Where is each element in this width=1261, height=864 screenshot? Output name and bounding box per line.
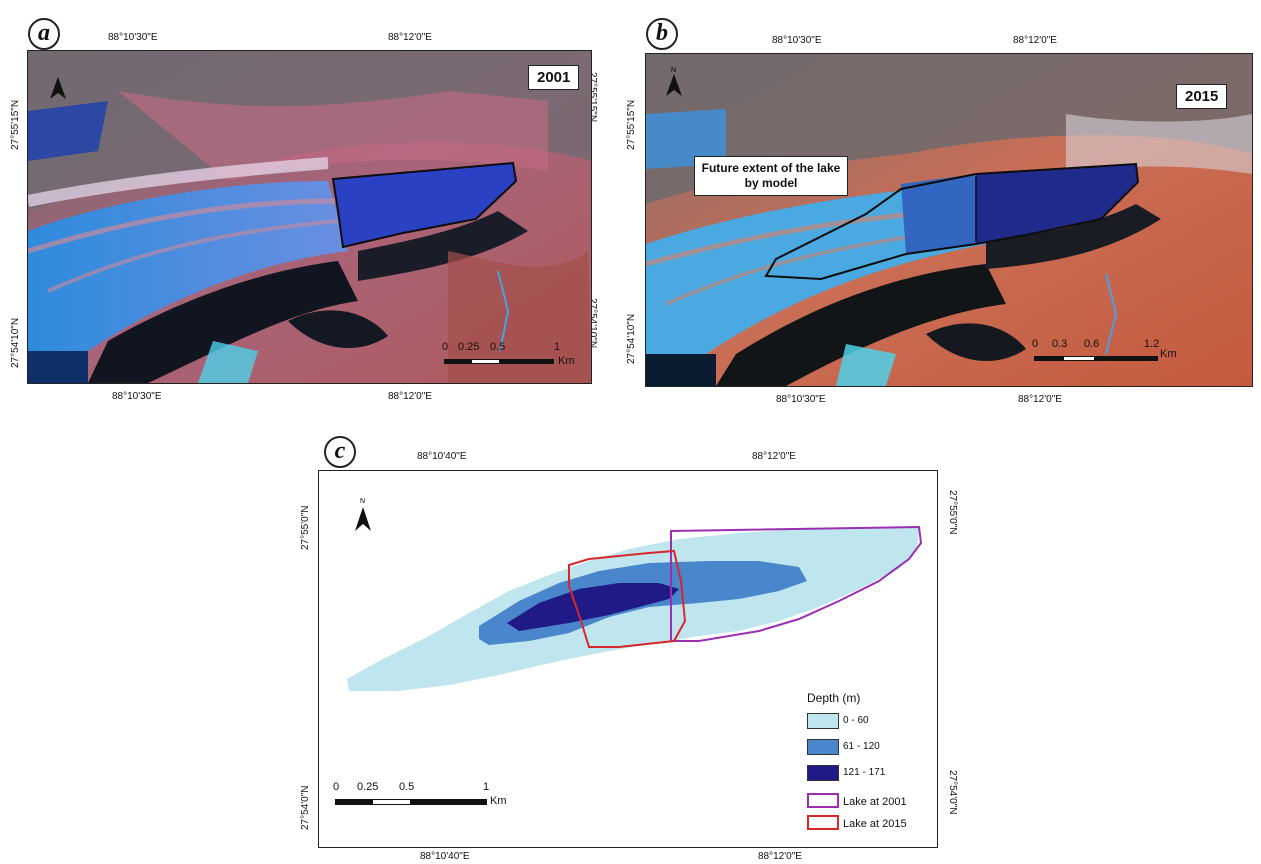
- legend-outline-2015: [807, 815, 839, 830]
- lake-2001-outline: [331, 161, 518, 249]
- panel-b-top-lon-1: 88°10'30"E: [772, 35, 822, 46]
- panel-b-letter: b: [646, 18, 678, 50]
- panel-a-satellite-map: 2001 0 0.25 0.5 1 Km: [27, 50, 592, 384]
- legend-label-2001: Lake at 2001: [843, 796, 907, 808]
- lake-2001-boundary: [670, 525, 923, 642]
- scale-c-unit: Km: [490, 795, 507, 807]
- panel-b-bottom-lon-2: 88°12'0"E: [1018, 394, 1062, 405]
- panel-a-scale-bar: 0 0.25 0.5 1 Km: [442, 341, 582, 371]
- north-arrow-icon: N: [666, 67, 682, 96]
- legend-swatch-121-171: [807, 765, 839, 781]
- north-arrow-icon: [50, 77, 66, 99]
- panel-b-left-lat-1: 27°55'15"N: [626, 99, 637, 150]
- panel-a-top-lon-2: 88°12'0"E: [388, 32, 432, 43]
- panel-a-imagery: [28, 51, 591, 383]
- panel-b-satellite-map: N 2015 Future extent of the lake by mode…: [645, 53, 1253, 387]
- legend-label-61-120: 61 - 120: [843, 741, 880, 752]
- scale-a-tick-2: 0.5: [490, 341, 506, 353]
- panel-c-right-lat-1: 27°55'0"N: [947, 490, 958, 535]
- scale-b-tick-1: 0.3: [1052, 338, 1068, 350]
- legend-label-0-60: 0 - 60: [843, 715, 869, 726]
- scale-b-bar: [1034, 356, 1158, 361]
- panel-c-depth-model: [347, 525, 923, 691]
- panel-c-depth-map: N Depth (m) 0 - 60 61 - 120 121 - 171 La…: [318, 470, 938, 848]
- panel-b-north-arrow: N: [664, 64, 684, 103]
- scale-a-tick-3: 1: [554, 341, 561, 353]
- panel-b-left-lat-2: 27°54'10"N: [626, 313, 637, 364]
- scale-a-bar: [444, 359, 554, 364]
- scale-a-tick-1: 0.25: [458, 341, 480, 353]
- panel-c-left-lat-1: 27°55'0"N: [300, 505, 311, 551]
- scale-c-tick-0: 0: [333, 781, 340, 793]
- legend-outline-2001: [807, 793, 839, 808]
- panel-a-bottom-lon-1: 88°10'30"E: [112, 391, 162, 402]
- panel-c-bottom-lon-2: 88°12'0"E: [758, 851, 802, 862]
- panel-a-bottom-lon-2: 88°12'0"E: [388, 391, 432, 402]
- depth-class-121-171: [507, 583, 679, 631]
- panel-a-letter: a: [28, 18, 60, 50]
- future-lake-outline: [764, 162, 1140, 281]
- north-arrow-icon: N: [355, 498, 371, 531]
- panel-b-year-label: 2015: [1176, 84, 1228, 109]
- scale-b-unit: Km: [1160, 348, 1177, 360]
- scale-a-unit: Km: [558, 355, 575, 367]
- lake-2015-boundary: [568, 549, 687, 648]
- scale-b-tick-2: 0.6: [1084, 338, 1100, 350]
- legend-swatch-0-60: [807, 713, 839, 729]
- panel-b-annotation: Future extent of the lake by model: [694, 156, 848, 196]
- panel-b-imagery: [646, 54, 1252, 386]
- scale-b-tick-3: 1.2: [1144, 338, 1160, 350]
- svg-text:N: N: [671, 67, 676, 74]
- panel-b-bottom-lon-1: 88°10'30"E: [776, 394, 826, 405]
- panel-b-scale-bar: 0 0.3 0.6 1.2 Km: [1032, 338, 1192, 368]
- scale-a-tick-0: 0: [442, 341, 449, 353]
- scale-c-tick-3: 1: [483, 781, 490, 793]
- svg-text:N: N: [360, 498, 365, 505]
- legend-label-121-171: 121 - 171: [843, 767, 886, 778]
- scale-c-tick-1: 0.25: [357, 781, 379, 793]
- panel-c-top-lon-2: 88°12'0"E: [752, 451, 796, 462]
- panel-c-letter: c: [324, 436, 356, 468]
- panel-a-north-arrow: [48, 73, 68, 106]
- panel-c-right-lat-2: 27°54'0"N: [947, 770, 958, 815]
- panel-c-north-arrow: N: [353, 495, 373, 538]
- panel-a-left-lat-2: 27°54'10"N: [10, 317, 21, 368]
- scale-c-bar: [335, 799, 487, 805]
- scale-c-tick-2: 0.5: [399, 781, 415, 793]
- scale-b-tick-0: 0: [1032, 338, 1039, 350]
- legend-label-2015: Lake at 2015: [843, 818, 907, 830]
- panel-c-left-lat-2: 27°54'0"N: [300, 785, 311, 831]
- panel-a-left-lat-1: 27°55'15"N: [10, 99, 21, 150]
- panel-b-top-lon-2: 88°12'0"E: [1013, 35, 1057, 46]
- panel-c-bottom-lon-1: 88°10'40"E: [420, 851, 470, 862]
- legend-title: Depth (m): [807, 691, 861, 705]
- panel-a-top-lon-1: 88°10'30"E: [108, 32, 158, 43]
- legend-swatch-61-120: [807, 739, 839, 755]
- panel-c-top-lon-1: 88°10'40"E: [417, 451, 467, 462]
- panel-a-year-label: 2001: [528, 65, 580, 90]
- panel-c-scale-bar: 0 0.25 0.5 1 Km: [333, 781, 513, 813]
